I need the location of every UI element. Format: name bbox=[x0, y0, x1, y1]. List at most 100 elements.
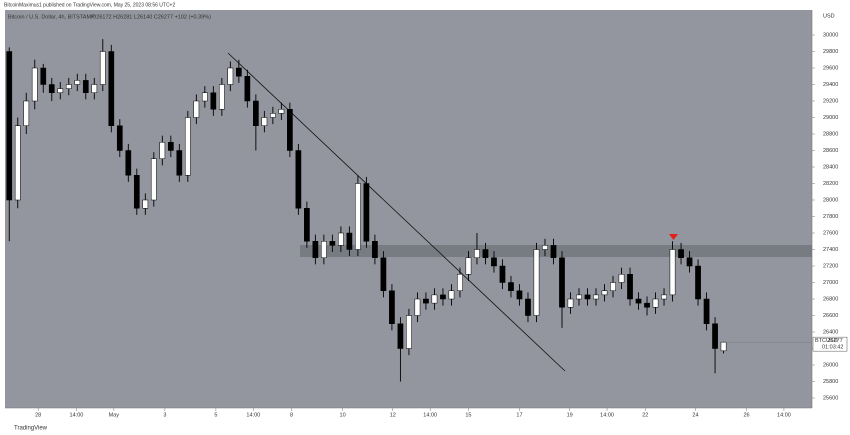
y-tick-label: 27800 bbox=[823, 214, 838, 220]
candle-body bbox=[48, 84, 55, 94]
signal-arrow bbox=[669, 234, 678, 240]
y-tick-label: 28400 bbox=[823, 164, 838, 170]
y-tick-label: 26400 bbox=[823, 329, 838, 335]
candle-body bbox=[576, 294, 582, 300]
price-tag-countdown: 01:03:42 bbox=[822, 345, 843, 351]
y-tick-label: 26000 bbox=[823, 362, 838, 368]
candle-body bbox=[465, 257, 472, 275]
candle-body bbox=[40, 67, 47, 85]
x-tick-label: 3 bbox=[163, 412, 166, 418]
y-tick-label: 29200 bbox=[823, 98, 838, 104]
x-tick-label: 14:00 bbox=[70, 412, 84, 418]
y-tick-label: 27400 bbox=[823, 247, 838, 253]
candle-body bbox=[542, 245, 548, 250]
candle-body bbox=[159, 142, 166, 160]
candle-body bbox=[644, 302, 650, 308]
y-tick-label: 29400 bbox=[823, 82, 838, 88]
candle-body bbox=[686, 257, 693, 267]
x-tick-label: 26 bbox=[743, 412, 749, 418]
candle-body bbox=[99, 51, 106, 85]
candle-body bbox=[150, 158, 157, 201]
candle-body bbox=[567, 298, 574, 308]
x-tick-label: 17 bbox=[516, 412, 522, 418]
candle-body bbox=[559, 257, 565, 308]
x-tick-label: May bbox=[109, 412, 120, 418]
candle-body bbox=[635, 298, 642, 304]
price-tag bbox=[812, 336, 848, 352]
candle-body bbox=[287, 109, 293, 151]
candle-body bbox=[91, 84, 98, 94]
x-tick-label: 14:00 bbox=[423, 412, 437, 418]
candle-body bbox=[516, 290, 523, 300]
y-tick-label: 28200 bbox=[823, 181, 838, 187]
candle-body bbox=[312, 241, 319, 259]
candle-body bbox=[720, 341, 727, 352]
y-tick-label: 25600 bbox=[823, 395, 838, 401]
candle-body bbox=[618, 274, 625, 283]
x-tick-label: 14:00 bbox=[246, 412, 260, 418]
candle-body bbox=[210, 92, 217, 110]
x-tick-label: 14:00 bbox=[600, 412, 614, 418]
x-tick-label: 28 bbox=[35, 412, 41, 418]
y-tick-label: 27000 bbox=[823, 280, 838, 286]
candle-body bbox=[661, 294, 667, 300]
candle-body bbox=[6, 51, 13, 201]
candle-body bbox=[695, 265, 701, 300]
footer-logo: TradingView bbox=[14, 426, 48, 432]
chart-title: Bitcoin / U.S. Dollar, 4h, BITSTAMP bbox=[8, 14, 95, 20]
candle-body bbox=[499, 265, 506, 283]
candle-body bbox=[601, 290, 608, 296]
x-tick-label: 15 bbox=[465, 412, 471, 418]
candle-body bbox=[431, 294, 438, 304]
y-tick-label: 28800 bbox=[823, 131, 838, 137]
watermark: BitcoinMaximus1 published on TradingView… bbox=[4, 2, 175, 8]
candle-body bbox=[363, 183, 370, 242]
candle-body bbox=[304, 208, 310, 242]
candle-body bbox=[550, 245, 557, 259]
candle-body bbox=[236, 67, 242, 77]
y-tick-label: 28600 bbox=[823, 148, 838, 154]
candle-body bbox=[14, 125, 21, 201]
candle-body bbox=[227, 67, 234, 85]
candle-body bbox=[406, 315, 412, 349]
y-tick-label: 27200 bbox=[823, 263, 838, 269]
candle-body bbox=[712, 323, 718, 349]
candle-body bbox=[193, 100, 200, 118]
y-tick-label: 26800 bbox=[823, 296, 838, 302]
candle-body bbox=[295, 150, 302, 209]
x-tick-label: 8 bbox=[290, 412, 293, 418]
candle-body bbox=[678, 249, 684, 259]
candle-body bbox=[457, 274, 463, 292]
candle-body bbox=[74, 80, 81, 85]
candle-body bbox=[414, 298, 421, 316]
candles bbox=[6, 39, 727, 382]
candle-body bbox=[142, 199, 149, 209]
candle-body bbox=[23, 100, 30, 127]
candle-body bbox=[338, 232, 344, 246]
x-tick-label: 12 bbox=[390, 412, 396, 418]
candle-body bbox=[627, 274, 633, 300]
candle-body bbox=[116, 125, 123, 151]
y-tick-label: 30000 bbox=[823, 32, 838, 38]
candle-body bbox=[448, 290, 455, 300]
candle-body bbox=[652, 298, 659, 308]
trend-line bbox=[227, 52, 566, 372]
y-tick-label: 28000 bbox=[823, 197, 838, 203]
candle-body bbox=[610, 282, 616, 292]
candle-body bbox=[261, 117, 268, 127]
candle-body bbox=[397, 323, 404, 349]
y-tick-label: 26600 bbox=[823, 313, 838, 319]
x-tick-label: 22 bbox=[642, 412, 648, 418]
candle-body bbox=[201, 92, 208, 102]
y-tick-label: 27600 bbox=[823, 230, 838, 236]
candle-body bbox=[133, 175, 140, 209]
candle-body bbox=[440, 294, 446, 300]
candle-body bbox=[533, 249, 540, 316]
ohlc-legend: O26172 H26281 L26140 C26277 +102 (+0.39%… bbox=[92, 14, 211, 20]
candle-body bbox=[423, 298, 429, 304]
candle-body bbox=[253, 100, 259, 127]
candle-body bbox=[474, 249, 480, 259]
y-tick-label: 29600 bbox=[823, 65, 838, 71]
y-tick-label: 29000 bbox=[823, 115, 838, 121]
candle-body bbox=[380, 257, 387, 292]
